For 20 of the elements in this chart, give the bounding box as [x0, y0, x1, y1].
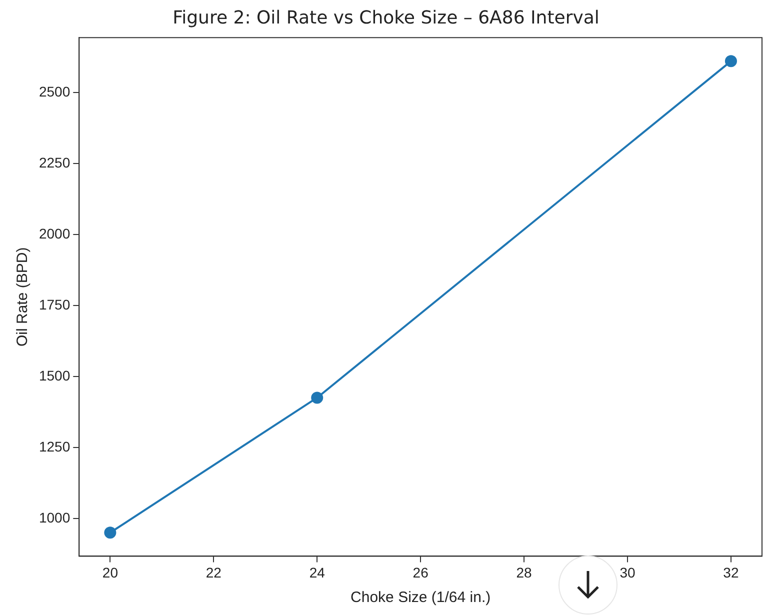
- x-tick-label: 20: [102, 564, 118, 580]
- x-tick-label: 32: [723, 564, 739, 580]
- y-tick-label: 1500: [38, 367, 70, 384]
- y-tick-label: 2000: [38, 225, 70, 242]
- chart-title: Figure 2: Oil Rate vs Choke Size – 6A86 Interval: [172, 7, 600, 28]
- y-tick-label: 1750: [38, 296, 70, 312]
- x-tick-label: 30: [620, 564, 636, 580]
- x-tick-label: 22: [206, 564, 222, 580]
- y-tick-label: 1000: [38, 509, 70, 526]
- x-axis-title: Choke Size (1/64 in.): [350, 589, 491, 606]
- point: [724, 55, 737, 68]
- y-tick-label: 2250: [38, 154, 70, 170]
- y-tick-label: 1250: [38, 438, 70, 454]
- point: [311, 392, 324, 404]
- x-tick-label: 26: [412, 564, 429, 580]
- y-tick-label: 2500: [38, 83, 70, 100]
- x-tick-label: 28: [516, 564, 532, 580]
- x-tick-label: 24: [309, 564, 326, 580]
- point: [104, 526, 116, 539]
- y-axis-title: Oil Rate (BPD): [14, 247, 32, 346]
